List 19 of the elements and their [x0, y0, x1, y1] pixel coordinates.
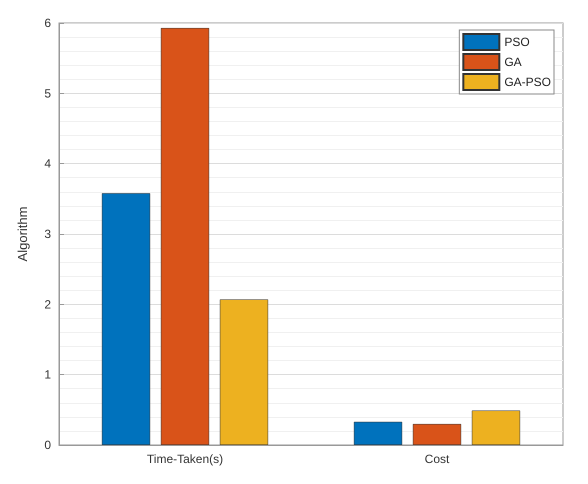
legend-label: GA — [504, 55, 522, 69]
y-tick-label: 4 — [44, 156, 52, 171]
x-tick-label: Cost — [424, 452, 450, 466]
y-tick-label: 1 — [44, 368, 52, 382]
bar — [412, 424, 462, 445]
y-tick-label: 2 — [44, 297, 52, 312]
legend-label: PSO — [504, 35, 530, 49]
bar — [102, 193, 150, 445]
y-tick-label: 3 — [44, 227, 52, 241]
y-tick-label: 0 — [44, 438, 52, 452]
bar — [472, 410, 520, 445]
x-tick-label: Time-Taken(s) — [146, 452, 224, 466]
y-tick-label: 6 — [44, 16, 52, 30]
legend-label: GA-PSO — [504, 75, 552, 89]
bar — [160, 28, 210, 445]
y-tick-label: 5 — [44, 86, 52, 100]
bar — [354, 422, 402, 445]
y-axis-title: Algorithm — [15, 206, 30, 262]
bar — [220, 299, 268, 445]
